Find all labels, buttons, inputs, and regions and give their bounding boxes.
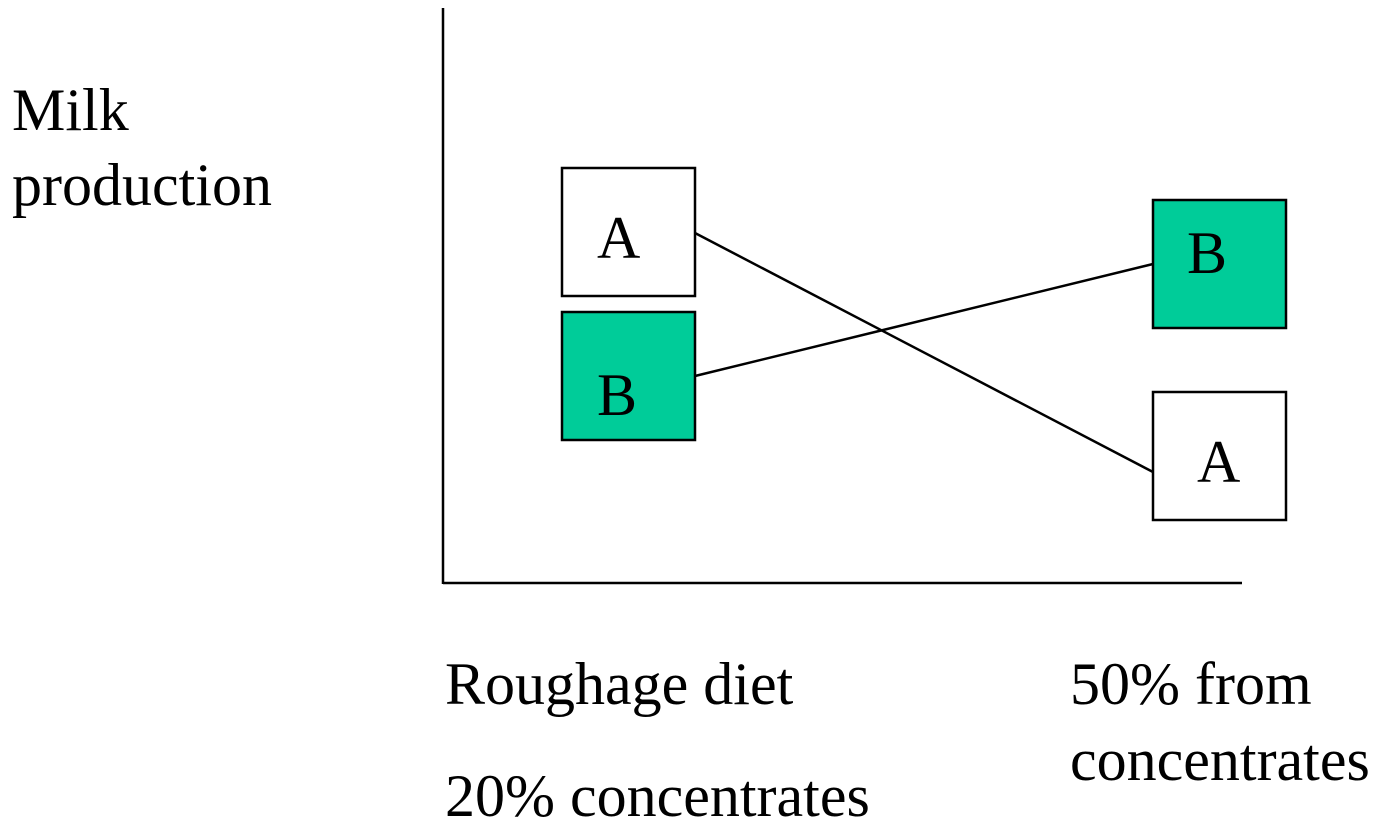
node-box [560,166,697,298]
x-label-line: 50% from [1070,651,1312,717]
x-label-line: concentrates [1070,727,1370,793]
x-label-line: 20% concentrates [445,763,870,822]
node-box [1151,390,1288,522]
x-label-line: Roughage diet [445,651,794,717]
node-label: A [597,205,640,271]
node-label: A [1197,429,1240,495]
connector-b [694,262,1154,378]
node-box [1151,198,1288,330]
connector-a [694,231,1154,474]
node-box [560,310,697,442]
node-label: B [597,362,637,428]
node-label: B [1187,220,1227,286]
y-label-line: Milk [12,77,129,143]
y-label-line: production [12,152,272,218]
